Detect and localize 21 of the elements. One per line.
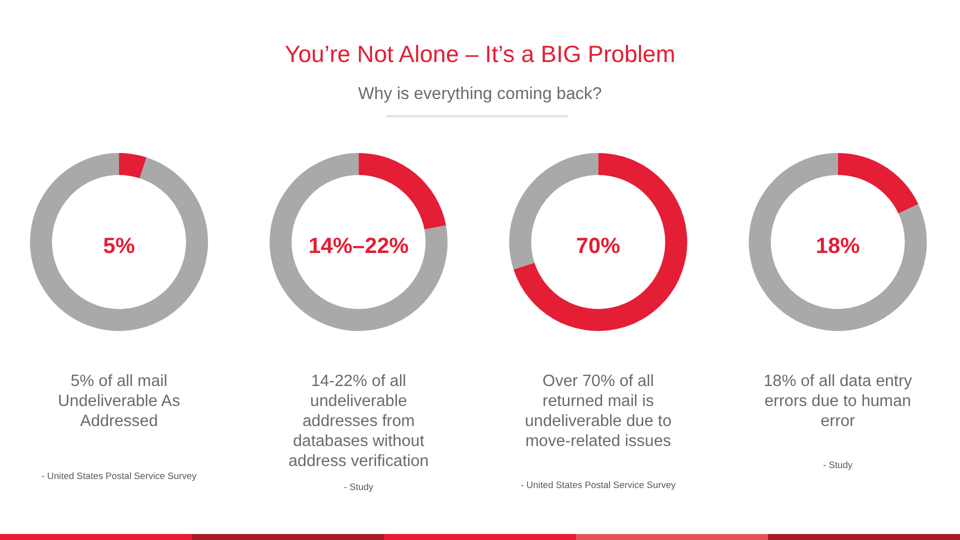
donut-slice [358, 153, 446, 230]
text: 18% of all data entry errors due to human error [764, 372, 913, 430]
text: - United States Postal Service Survey [520, 480, 676, 490]
text: - Study [823, 460, 853, 470]
text: 14%–22% [308, 233, 409, 258]
text: Why is everything coming back? [358, 84, 602, 103]
text: 14-22% of all undeliverable addresses from databases without address verification [288, 372, 429, 470]
text: 18% [816, 233, 860, 258]
donut-slice [270, 153, 448, 331]
donut-slice [514, 153, 688, 331]
donut-slice [30, 153, 208, 331]
text: You’re Not Alone – It’s a BIG Problem [284, 41, 676, 67]
text: 5% [103, 233, 135, 258]
text: 70% [576, 233, 620, 258]
donut-slice [838, 153, 918, 214]
text: Over 70% of all returned mail is undeliverable due to move-related issues [524, 372, 672, 450]
donut-slice [119, 153, 147, 178]
text: - United States Postal Service Survey [41, 471, 197, 481]
text: 5% of all mail Undeliverable As Addressed [58, 372, 180, 430]
donut-slice [748, 153, 927, 331]
text: - Study [344, 482, 374, 492]
